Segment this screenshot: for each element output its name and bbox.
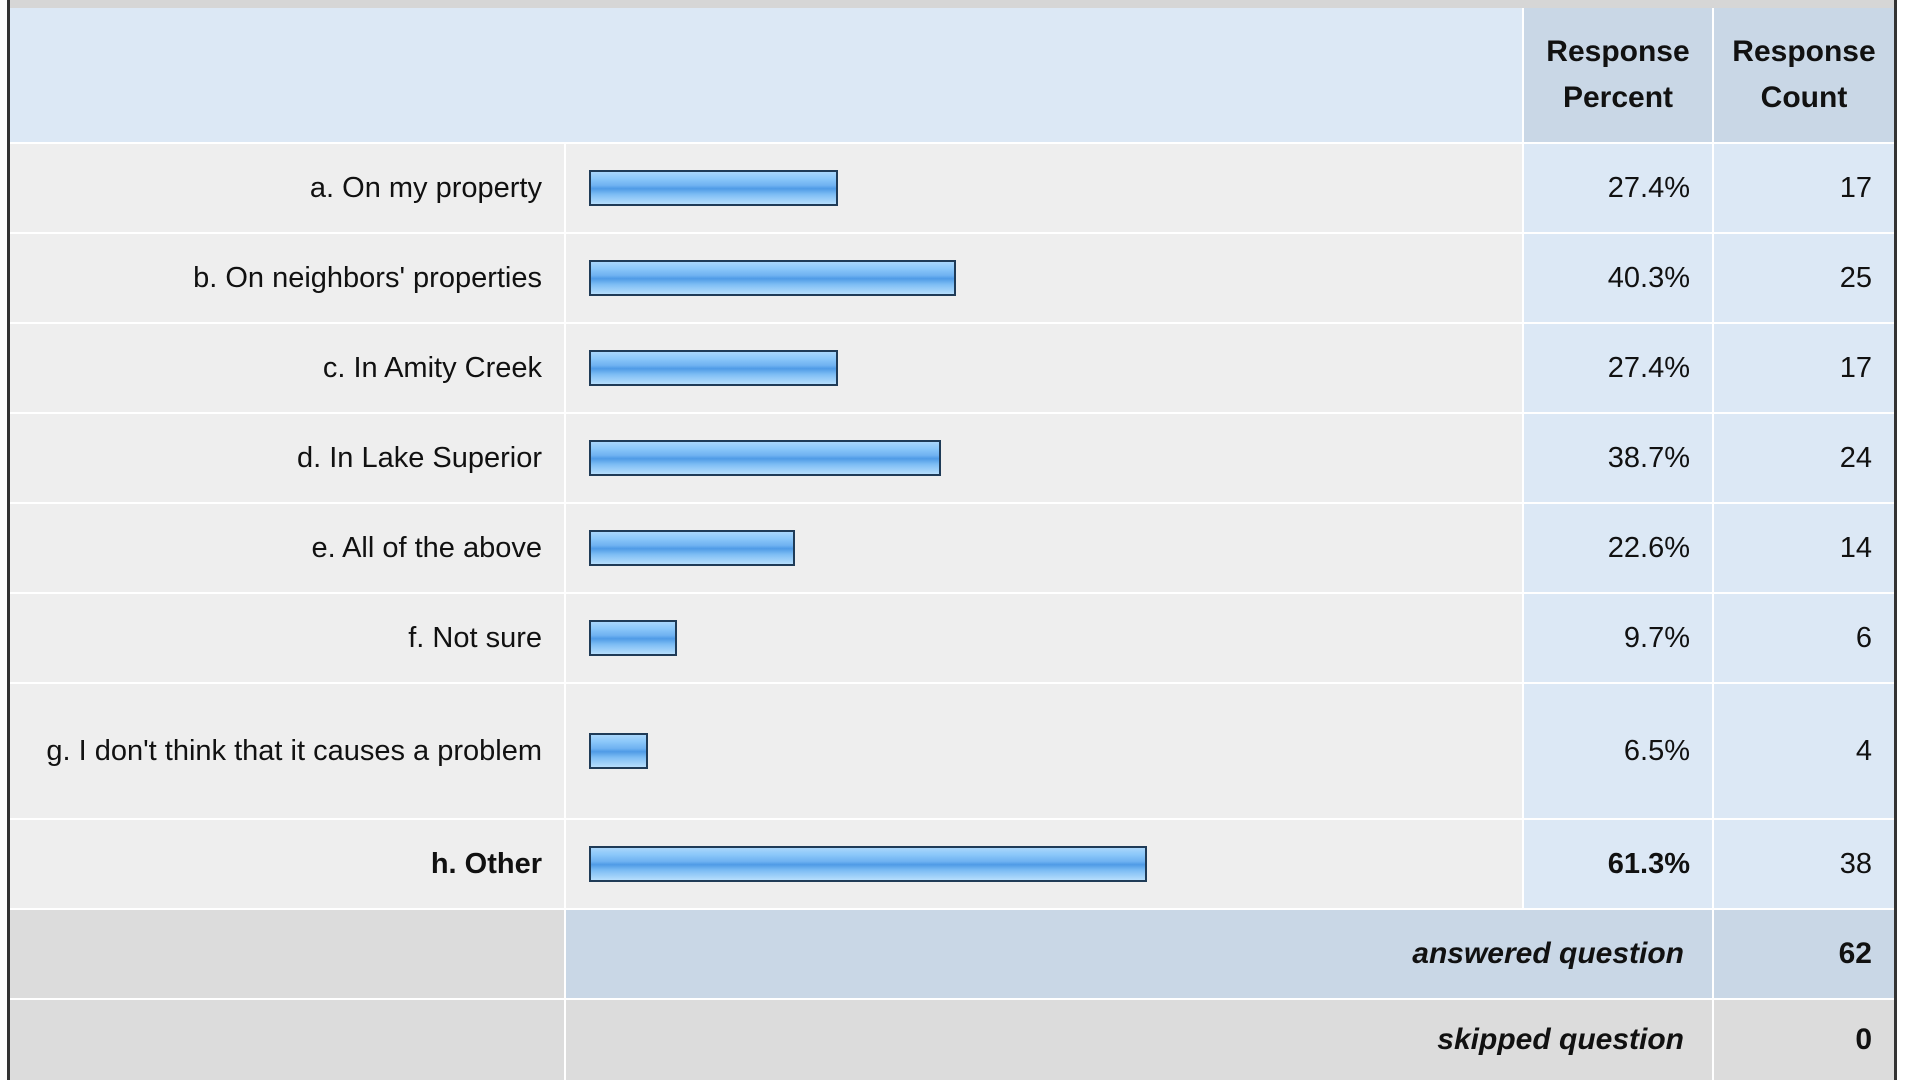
row-percent: 22.6%: [1607, 532, 1690, 564]
row-count: 38: [1839, 848, 1872, 880]
table-row: d. In Lake Superior 38.7% 24: [10, 414, 1894, 504]
row-bar-cell: [566, 324, 1524, 414]
row-label: b. On neighbors' properties: [193, 262, 542, 294]
row-percent: 9.7%: [1623, 622, 1690, 654]
row-count: 6: [1855, 622, 1872, 654]
header-count-cell: Response Count: [1714, 8, 1894, 144]
row-count-cell: 38: [1714, 820, 1894, 910]
header-percent-cell: Response Percent: [1524, 8, 1714, 144]
skipped-row: skipped question 0: [10, 1000, 1894, 1080]
row-bar-cell: [566, 504, 1524, 594]
header-percent-label: Response Percent: [1546, 35, 1690, 114]
response-bar: [589, 170, 838, 206]
header-row: Response Percent Response Count: [10, 8, 1894, 144]
row-label-cell: h. Other: [10, 820, 566, 910]
row-label-cell: b. On neighbors' properties: [10, 234, 566, 324]
row-percent: 38.7%: [1607, 442, 1690, 474]
response-bar: [589, 620, 677, 656]
response-bar: [589, 350, 838, 386]
header-blank-cell: [10, 8, 1524, 144]
row-count-cell: 14: [1714, 504, 1894, 594]
response-bar: [589, 260, 956, 296]
header-count-label: Response Count: [1732, 35, 1876, 114]
row-percent-cell: 27.4%: [1524, 144, 1714, 234]
row-percent: 27.4%: [1607, 172, 1690, 204]
answered-count: 62: [1838, 937, 1872, 970]
row-label: g. I don't think that it causes a proble…: [46, 735, 542, 767]
row-label-cell: c. In Amity Creek: [10, 324, 566, 414]
row-count-cell: 17: [1714, 144, 1894, 234]
survey-results-table: Response Percent Response Count a. On my…: [7, 0, 1897, 1080]
table-row: c. In Amity Creek 27.4% 17: [10, 324, 1894, 414]
row-label-cell: a. On my property: [10, 144, 566, 234]
table-row: g. I don't think that it causes a proble…: [10, 684, 1894, 820]
row-percent-cell: 40.3%: [1524, 234, 1714, 324]
table-row: a. On my property 27.4% 17: [10, 144, 1894, 234]
row-percent-cell: 6.5%: [1524, 684, 1714, 820]
row-percent-cell: 61.3%: [1524, 820, 1714, 910]
row-count: 24: [1839, 442, 1872, 474]
row-percent-cell: 22.6%: [1524, 504, 1714, 594]
row-count: 25: [1839, 262, 1872, 294]
response-bar: [589, 530, 795, 566]
answered-count-cell: 62: [1714, 910, 1894, 1000]
row-count: 17: [1839, 352, 1872, 384]
skipped-count: 0: [1855, 1023, 1872, 1056]
row-bar-cell: [566, 414, 1524, 504]
row-label: f. Not sure: [408, 622, 542, 654]
response-bar: [589, 846, 1147, 882]
row-count-cell: 6: [1714, 594, 1894, 684]
row-percent: 27.4%: [1607, 352, 1690, 384]
row-percent-cell: 38.7%: [1524, 414, 1714, 504]
row-bar-cell: [566, 594, 1524, 684]
row-percent-cell: 27.4%: [1524, 324, 1714, 414]
skipped-blank-cell: [10, 1000, 566, 1080]
row-count-cell: 24: [1714, 414, 1894, 504]
row-label: h. Other: [430, 848, 542, 880]
skipped-label-cell: skipped question: [566, 1000, 1714, 1080]
row-count: 4: [1855, 735, 1872, 767]
row-label-cell: e. All of the above: [10, 504, 566, 594]
answered-row: answered question 62: [10, 910, 1894, 1000]
row-label: a. On my property: [309, 172, 542, 204]
response-bar: [589, 440, 941, 476]
row-count-cell: 17: [1714, 324, 1894, 414]
skipped-count-cell: 0: [1714, 1000, 1894, 1080]
row-bar-cell: [566, 144, 1524, 234]
table-row: e. All of the above 22.6% 14: [10, 504, 1894, 594]
table-row: b. On neighbors' properties 40.3% 25: [10, 234, 1894, 324]
top-strip: [10, 0, 1894, 8]
row-count: 14: [1839, 532, 1872, 564]
table-row: f. Not sure 9.7% 6: [10, 594, 1894, 684]
row-bar-cell: [566, 234, 1524, 324]
row-label: e. All of the above: [311, 532, 542, 564]
row-percent-cell: 9.7%: [1524, 594, 1714, 684]
row-label-cell: d. In Lake Superior: [10, 414, 566, 504]
row-percent: 40.3%: [1607, 262, 1690, 294]
row-label-cell: g. I don't think that it causes a proble…: [10, 684, 566, 820]
row-label: d. In Lake Superior: [296, 442, 542, 474]
response-bar: [589, 733, 648, 769]
row-count-cell: 25: [1714, 234, 1894, 324]
row-count-cell: 4: [1714, 684, 1894, 820]
row-percent: 61.3%: [1607, 848, 1690, 880]
row-count: 17: [1839, 172, 1872, 204]
answered-blank-cell: [10, 910, 566, 1000]
row-percent: 6.5%: [1623, 735, 1690, 767]
answered-label: answered question: [1412, 937, 1684, 970]
skipped-label: skipped question: [1437, 1023, 1684, 1056]
answered-label-cell: answered question: [566, 910, 1714, 1000]
row-label-cell: f. Not sure: [10, 594, 566, 684]
table-row: h. Other 61.3% 38: [10, 820, 1894, 910]
row-bar-cell: [566, 684, 1524, 820]
row-bar-cell: [566, 820, 1524, 910]
row-label: c. In Amity Creek: [322, 352, 542, 384]
